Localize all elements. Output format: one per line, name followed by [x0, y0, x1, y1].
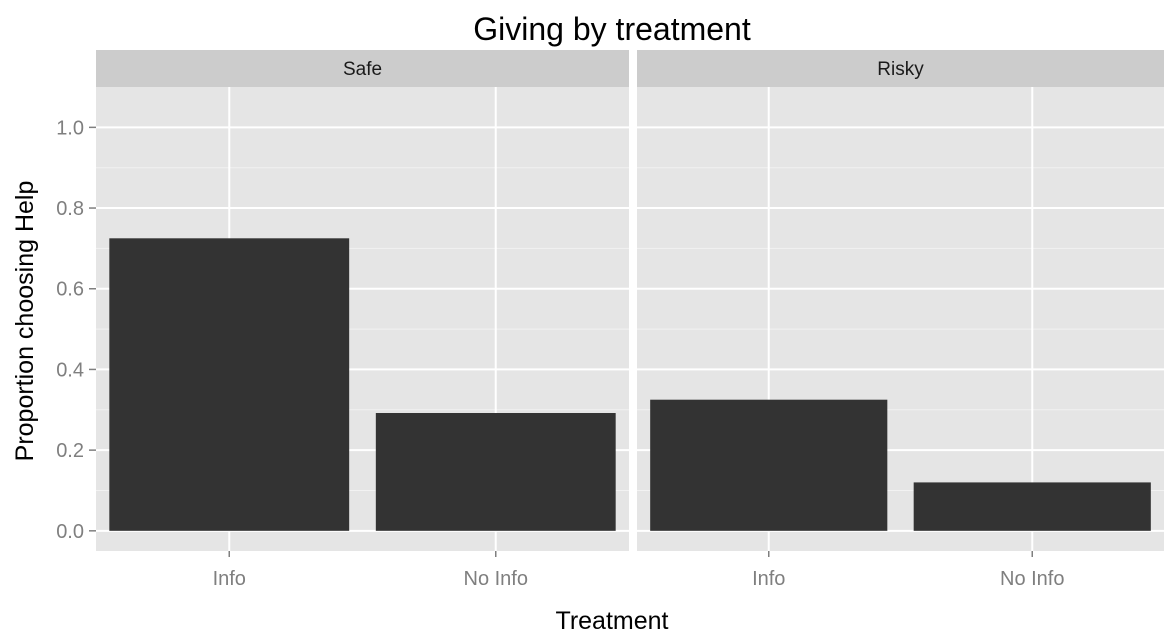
y-tick-label: 0.6	[56, 279, 84, 301]
y-tick-label: 0.4	[56, 359, 84, 381]
bar-risky-no-info	[913, 482, 1151, 531]
y-tick-label: 0.2	[56, 440, 84, 462]
bar-safe-no-info	[375, 413, 616, 531]
facet-strip	[96, 50, 629, 87]
x-tick-label: Info	[213, 568, 246, 590]
y-tick-label: 0.0	[56, 521, 84, 543]
y-tick-label: 1.0	[56, 117, 84, 139]
facet-risky: Risky	[637, 50, 1164, 551]
x-tick-label: Info	[752, 568, 785, 590]
x-tick-label: No Info	[1000, 568, 1064, 590]
y-tick-label: 0.8	[56, 198, 84, 220]
y-axis: 0.0 0.2 0.4 0.6 0.8 1.0	[56, 117, 96, 543]
facet-safe: Safe	[96, 50, 629, 551]
y-axis-title: Proportion choosing Help	[11, 181, 39, 462]
chart-title: Giving by treatment	[473, 11, 751, 47]
facet-label: Risky	[877, 59, 924, 80]
bar-risky-info	[650, 399, 888, 531]
facet-label: Safe	[343, 59, 382, 80]
x-axis: Info No Info Info No Info	[213, 551, 1064, 590]
facet-strip	[637, 50, 1164, 87]
x-tick-label: No Info	[464, 568, 528, 590]
x-axis-title: Treatment	[555, 607, 668, 633]
facet-panels: Safe Risky	[96, 50, 1164, 551]
bar-safe-info	[109, 238, 350, 531]
